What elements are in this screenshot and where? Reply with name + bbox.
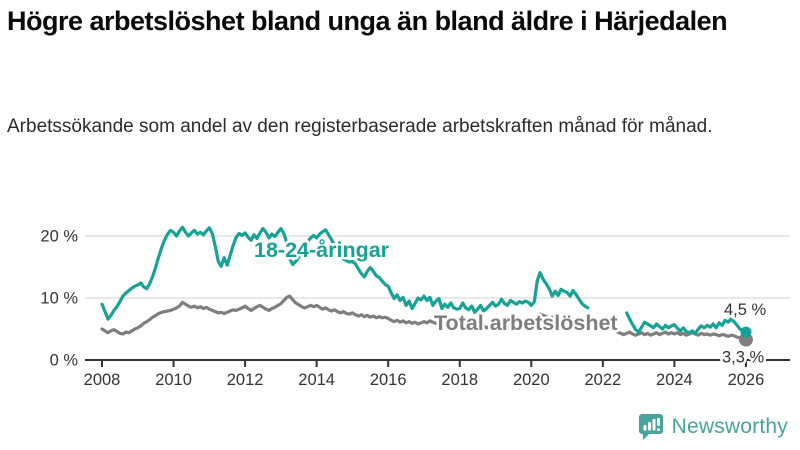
- x-axis-tick-label: 2016: [370, 371, 407, 389]
- series-label-total: Total arbetslöshet: [434, 311, 618, 335]
- line-chart: 0 % 10 % 20 % 2008 2010 2012 2014 2016 2018 2020 2…: [40, 225, 790, 389]
- x-axis-tick-label: 2018: [441, 371, 478, 389]
- newsworthy-logo-icon: [638, 413, 664, 440]
- series-line-young: [100, 225, 590, 321]
- series-end-dot: [740, 326, 752, 338]
- series-label-young: 18-24-åringar: [254, 238, 390, 262]
- y-axis-tick-label: 10 %: [40, 290, 78, 308]
- x-axis-tick-label: 2026: [728, 371, 765, 389]
- x-axis-tick-label: 2020: [513, 371, 550, 389]
- end-label-total: 3,3 %: [722, 349, 765, 367]
- footer-brand: Newsworthy: [638, 413, 788, 440]
- chart-subtitle: Arbetssökande som andel av den registerb…: [7, 116, 713, 137]
- x-axis-tick-label: 2010: [155, 371, 192, 389]
- series-line-young: [625, 311, 748, 335]
- x-axis-tick-label: 2024: [656, 371, 693, 389]
- x-axis-tick-label: 2022: [584, 371, 621, 389]
- newsworthy-logo-text: Newsworthy: [671, 414, 788, 438]
- page-title: Högre arbetslöshet bland unga än bland ä…: [7, 6, 728, 36]
- x-axis-tick-label: 2014: [298, 371, 335, 389]
- x-axis-tick-label: 2008: [84, 371, 121, 389]
- y-axis-tick-label: 20 %: [40, 228, 78, 246]
- end-label-young: 4,5 %: [724, 301, 767, 319]
- x-axis-tick-label: 2012: [227, 371, 264, 389]
- y-axis-tick-label: 0 %: [50, 352, 79, 370]
- series-line-total: [100, 294, 590, 336]
- series-line-total: [616, 330, 748, 342]
